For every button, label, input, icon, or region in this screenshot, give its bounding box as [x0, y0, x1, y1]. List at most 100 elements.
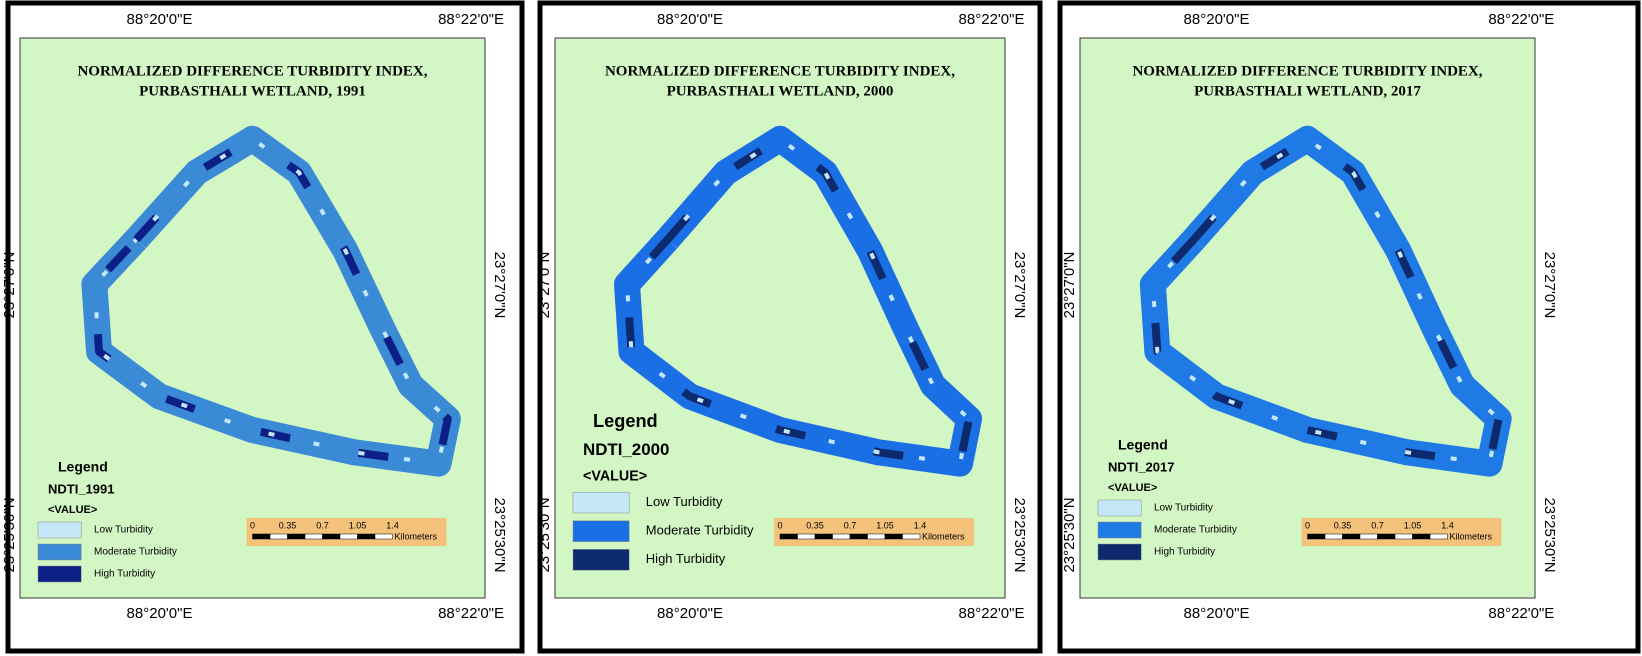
scale-tick-label: 0.35 — [279, 520, 297, 530]
latitude-label: 23°25'30"N — [491, 497, 508, 572]
legend-title: Legend — [58, 459, 108, 475]
scale-segment — [833, 534, 851, 539]
scale-segment — [1378, 534, 1396, 539]
legend-layer: NDTI_2000 — [583, 440, 669, 459]
scale-tick-label: 1.4 — [914, 520, 927, 530]
scale-tick-label: 0.35 — [806, 520, 824, 530]
legend-swatch — [1098, 500, 1141, 516]
legend-swatch — [1098, 544, 1141, 560]
legend-title: Legend — [1118, 437, 1168, 453]
latitude-label: 23°27'0"N — [1, 252, 18, 319]
map-panel: NORMALIZED DIFFERENCE TURBIDITY INDEX, PU… — [1, 3, 522, 651]
legend-swatch — [38, 566, 81, 582]
scale-segment — [1325, 534, 1343, 539]
latitude-label: 23°27'0"N — [491, 252, 508, 319]
scale-segment — [253, 534, 271, 539]
scale-tick-label: 1.05 — [349, 520, 367, 530]
scale-segment — [288, 534, 306, 539]
legend-label: Low Turbidity — [646, 494, 723, 509]
scale-segment — [1343, 534, 1361, 539]
longitude-label: 88°22'0"E — [1488, 605, 1554, 622]
scale-segment — [358, 534, 376, 539]
scale-segment — [1430, 534, 1448, 539]
scale-segment — [1413, 534, 1431, 539]
scale-tick-label: 0.7 — [1371, 520, 1384, 530]
longitude-label: 88°22'0"E — [1488, 11, 1554, 28]
legend-label: High Turbidity — [1154, 547, 1215, 558]
legend-swatch — [38, 544, 81, 560]
scale-segment — [375, 534, 393, 539]
map-title: NORMALIZED DIFFERENCE TURBIDITY INDEX, — [1132, 63, 1482, 79]
longitude-label: 88°20'0"E — [657, 605, 723, 622]
scale-unit: Kilometers — [1450, 531, 1493, 541]
legend-swatch — [1098, 522, 1141, 538]
longitude-label: 88°22'0"E — [959, 605, 1025, 622]
legend-field: <VALUE> — [48, 504, 97, 516]
scale-tick-label: 0.7 — [844, 520, 857, 530]
scale-tick-label: 1.4 — [1441, 520, 1454, 530]
map-title: PURBASTHALI WETLAND, 1991 — [139, 83, 366, 99]
legend-swatch — [573, 521, 629, 542]
scale-segment — [815, 534, 833, 539]
longitude-label: 88°20'0"E — [1184, 11, 1250, 28]
scale-segment — [885, 534, 903, 539]
latitude-label: 23°25'30"N — [536, 497, 553, 572]
legend-layer: NDTI_1991 — [48, 481, 114, 496]
longitude-label: 88°20'0"E — [657, 11, 723, 28]
scale-segment — [868, 534, 886, 539]
scale-tick-label: 0 — [777, 520, 782, 530]
latitude-label: 23°27'0"N — [1541, 252, 1558, 319]
scale-segment — [1308, 534, 1326, 539]
legend-swatch — [38, 522, 81, 538]
longitude-label: 88°22'0"E — [438, 605, 504, 622]
longitude-label: 88°20'0"E — [1184, 605, 1250, 622]
scale-tick-label: 0 — [250, 520, 255, 530]
scale-segment — [850, 534, 868, 539]
scale-segment — [270, 534, 288, 539]
scale-unit: Kilometers — [395, 531, 438, 541]
scale-segment — [798, 534, 816, 539]
latitude-label: 23°25'30"N — [1061, 497, 1078, 572]
scale-segment — [1395, 534, 1413, 539]
scale-segment — [903, 534, 921, 539]
scale-segment — [323, 534, 341, 539]
legend-title: Legend — [593, 411, 658, 431]
scale-unit: Kilometers — [922, 531, 965, 541]
map-title: PURBASTHALI WETLAND, 2017 — [1194, 83, 1421, 99]
legend-label: Moderate Turbidity — [1154, 525, 1237, 536]
latitude-label: 23°25'30"N — [1, 497, 18, 572]
scale-segment — [305, 534, 323, 539]
latitude-label: 23°27'0"N — [536, 252, 553, 319]
legend-label: Low Turbidity — [94, 525, 153, 536]
legend-label: Moderate Turbidity — [94, 547, 177, 558]
scale-segment — [1360, 534, 1378, 539]
legend-field: <VALUE> — [583, 468, 647, 484]
legend-field: <VALUE> — [1108, 482, 1157, 494]
latitude-label: 23°27'0"N — [1011, 252, 1028, 319]
scale-tick-label: 0 — [1305, 520, 1310, 530]
map-title: NORMALIZED DIFFERENCE TURBIDITY INDEX, — [605, 63, 955, 79]
latitude-label: 23°27'0"N — [1061, 252, 1078, 319]
legend-label: Moderate Turbidity — [646, 523, 754, 538]
legend-swatch — [573, 492, 629, 513]
legend-label: High Turbidity — [94, 569, 155, 580]
legend-swatch — [573, 549, 629, 570]
legend-layer: NDTI_2017 — [1108, 459, 1174, 474]
map-panel: NORMALIZED DIFFERENCE TURBIDITY INDEX, PU… — [1060, 3, 1638, 651]
map-title: PURBASTHALI WETLAND, 2000 — [667, 83, 894, 99]
legend-label: High Turbidity — [646, 551, 726, 566]
scale-tick-label: 0.7 — [316, 520, 329, 530]
scale-tick-label: 1.4 — [386, 520, 399, 530]
longitude-label: 88°20'0"E — [127, 605, 193, 622]
map-title: NORMALIZED DIFFERENCE TURBIDITY INDEX, — [77, 63, 427, 79]
scale-segment — [780, 534, 798, 539]
figure: NORMALIZED DIFFERENCE TURBIDITY INDEX, PU… — [0, 0, 1642, 656]
scale-tick-label: 1.05 — [1404, 520, 1422, 530]
legend-label: Low Turbidity — [1154, 503, 1213, 514]
scale-tick-label: 0.35 — [1334, 520, 1352, 530]
scale-segment — [340, 534, 358, 539]
longitude-label: 88°22'0"E — [959, 11, 1025, 28]
longitude-label: 88°22'0"E — [438, 11, 504, 28]
latitude-label: 23°25'30"N — [1541, 497, 1558, 572]
longitude-label: 88°20'0"E — [127, 11, 193, 28]
